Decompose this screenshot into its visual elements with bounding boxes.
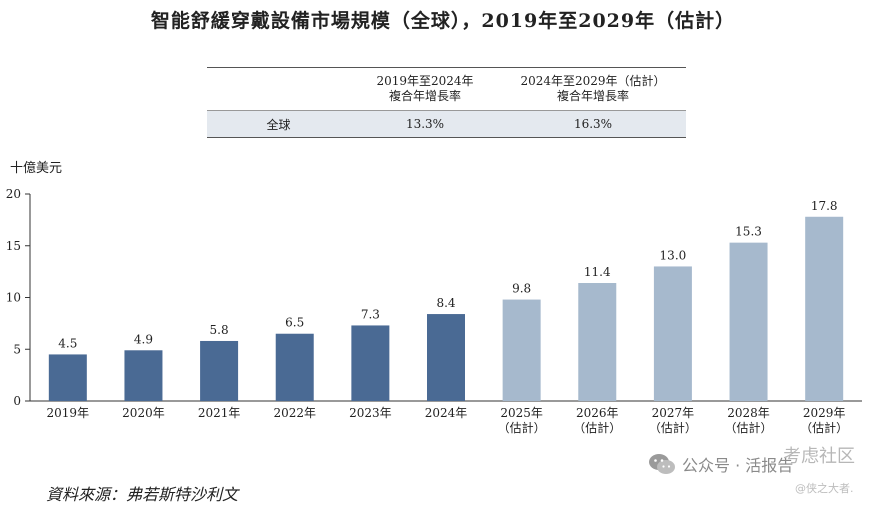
x-tick-label: 2026年 <box>576 406 619 420</box>
cagr-row-value-2: 16.3% <box>573 116 613 131</box>
bar <box>502 299 541 401</box>
chart-title: 智能舒緩穿戴設備市場規模（全球），2019年至2029年（估計） <box>150 10 736 32</box>
y-tick-label: 15 <box>6 239 21 253</box>
source-note: 資料來源：弗若斯特沙利文 <box>46 485 239 504</box>
x-tick-label: 2025年 <box>500 406 543 420</box>
bar-value-label: 8.4 <box>436 296 455 310</box>
watermark-handle: @侠之大者. <box>795 482 854 495</box>
watermark-site: 考虑社区 <box>783 446 855 467</box>
y-tick-label: 20 <box>6 187 21 201</box>
cagr-header-row: 2019年至2024年 複合年增長率 2024年至2029年（估計） 複合年增長… <box>207 68 686 110</box>
x-tick-label: （估計） <box>498 420 546 435</box>
cagr-row-value-1: 13.3% <box>405 116 445 131</box>
cagr-header-1: 2019年至2024年 複合年增長率 <box>350 74 500 104</box>
y-tick-label: 5 <box>13 342 21 356</box>
x-tick-label: （估計） <box>725 420 773 435</box>
bar-value-label: 13.0 <box>660 248 687 262</box>
bar-value-label: 6.5 <box>285 316 304 330</box>
bar-value-label: 15.3 <box>735 225 762 239</box>
x-tick-label: 2022年 <box>273 406 316 420</box>
bar-value-label: 4.9 <box>134 332 153 346</box>
bar-value-label: 11.4 <box>584 265 611 279</box>
cagr-row-label: 全球 <box>266 117 291 132</box>
bar <box>427 314 465 401</box>
x-tick-label: 2029年 <box>803 406 846 420</box>
cagr-header-1-line1: 2019年至2024年 <box>376 74 474 88</box>
x-tick-label: 2021年 <box>198 406 241 420</box>
bar-value-label: 7.3 <box>361 307 380 321</box>
bar-value-label: 4.5 <box>58 336 77 350</box>
cagr-header-1-line2: 複合年增長率 <box>388 89 461 103</box>
bar-value-label: 9.8 <box>512 282 531 296</box>
y-axis-unit-label: 十億美元 <box>10 161 63 176</box>
bar-value-label: 17.8 <box>811 199 838 213</box>
watermark-account: 公众号 · 活报告 <box>648 452 793 476</box>
cagr-data-row: 全球 13.3% 16.3% <box>207 110 686 137</box>
x-tick-label: 2020年 <box>122 406 165 420</box>
x-tick-label: （估計） <box>649 420 697 435</box>
x-tick-label: （估計） <box>800 420 848 435</box>
bar-value-label: 5.8 <box>210 323 229 337</box>
cagr-header-2-line1: 2024年至2029年（估計） <box>520 74 666 88</box>
cagr-table: 2019年至2024年 複合年增長率 2024年至2029年（估計） 複合年增長… <box>207 67 686 138</box>
cagr-header-2-line2: 複合年增長率 <box>556 89 629 103</box>
x-tick-label: 2023年 <box>349 406 392 420</box>
bar <box>578 283 617 401</box>
y-tick-label: 0 <box>13 394 21 408</box>
bar <box>653 266 692 401</box>
wechat-icon <box>649 454 675 474</box>
x-tick-label: （估計） <box>573 420 621 435</box>
bar <box>48 354 87 401</box>
x-tick-label: 2019年 <box>47 406 90 420</box>
y-tick-label: 10 <box>6 291 21 305</box>
bar <box>729 242 768 401</box>
bar <box>351 325 390 401</box>
x-tick-label: 2027年 <box>652 406 695 420</box>
x-tick-label: 2028年 <box>727 406 770 420</box>
bar <box>275 333 314 401</box>
watermark-account-text: 公众号 · 活报告 <box>682 456 794 475</box>
bar <box>805 216 844 401</box>
bar <box>124 350 163 401</box>
cagr-header-2: 2024年至2029年（估計） 複合年增長率 <box>500 74 686 104</box>
bar <box>200 340 239 401</box>
x-tick-label: 2024年 <box>425 406 468 420</box>
